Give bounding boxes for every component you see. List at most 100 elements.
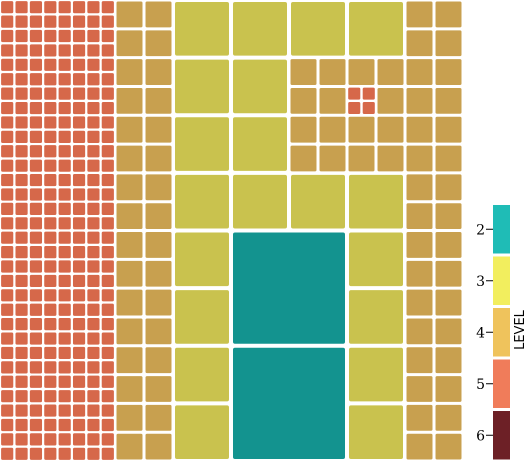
heatmap-cell-level-4: [406, 1, 433, 28]
heatmap-cell-level-4: [319, 59, 346, 85]
heatmap-cell-level-3: [291, 174, 345, 229]
heatmap-cell-level-5: [58, 217, 71, 230]
heatmap-cell-level-5: [87, 173, 100, 187]
heatmap-cell-level-4: [319, 145, 346, 172]
heatmap-cell-level-5: [101, 346, 114, 360]
heatmap-cell-level-5: [87, 29, 100, 43]
heatmap-cell-level-5: [101, 390, 114, 403]
heatmap-cell-level-5: [44, 188, 57, 201]
heatmap-cell-level-5: [87, 260, 100, 273]
heatmap-cell-level-5: [1, 433, 14, 446]
heatmap-cell-level-5: [29, 202, 43, 215]
heatmap-cell-level-5: [101, 159, 114, 172]
heatmap-cell-level-4: [406, 433, 433, 460]
heatmap-cell-level-5: [44, 58, 57, 71]
heatmap-cell-level-5: [44, 418, 57, 432]
heatmap-cell-level-3: [175, 117, 229, 171]
heatmap-cell-level-5: [44, 231, 57, 244]
heatmap-cell-level-5: [72, 231, 86, 244]
heatmap-cell-level-4: [145, 376, 172, 402]
heatmap-cell-level-5: [58, 73, 71, 86]
heatmap-cell-level-5: [58, 159, 71, 172]
heatmap-cell-level-5: [15, 159, 28, 172]
heatmap-cell-level-5: [72, 318, 86, 331]
heatmap-cell-level-5: [101, 418, 114, 432]
heatmap-cell-level-5: [29, 404, 43, 417]
heatmap-cell-level-5: [72, 87, 86, 100]
heatmap-cell-level-5: [58, 303, 71, 316]
heatmap-cell-level-4: [116, 145, 143, 172]
heatmap-cell-level-5: [1, 274, 14, 288]
heatmap-cell-level-4: [406, 232, 433, 258]
heatmap-cell-level-5: [87, 404, 100, 417]
heatmap-cell-level-2: [233, 232, 345, 344]
heatmap-cell-level-5: [87, 1, 100, 14]
heatmap-cell-level-5: [44, 346, 57, 360]
heatmap-cell-level-5: [101, 73, 114, 86]
heatmap-cell-level-3: [175, 290, 229, 344]
heatmap-cell-level-3: [175, 405, 229, 459]
heatmap-cell-level-5: [44, 375, 57, 388]
heatmap-cell-level-5: [87, 303, 100, 316]
heatmap-cell-level-5: [29, 217, 43, 230]
heatmap-cell-level-5: [87, 159, 100, 172]
heatmap-cell-level-4: [435, 145, 462, 172]
heatmap-cell-level-5: [15, 274, 28, 288]
heatmap-cell-level-4: [145, 260, 172, 287]
heatmap-cell-level-5: [1, 346, 14, 360]
heatmap-cell-level-4: [435, 260, 462, 287]
heatmap-cell-level-5: [44, 274, 57, 288]
heatmap-cell-level-5: [72, 447, 86, 460]
heatmap-cell-level-4: [116, 232, 143, 258]
heatmap-cell-level-4: [435, 1, 462, 28]
heatmap-cell-level-5: [101, 246, 114, 259]
heatmap-cell-level-5: [15, 404, 28, 417]
heatmap-cell-level-5: [29, 260, 43, 273]
heatmap-cell-level-5: [1, 188, 14, 201]
heatmap-cell-level-5: [44, 390, 57, 403]
heatmap-cell-level-5: [72, 289, 86, 302]
heatmap-cell-level-5: [58, 173, 71, 187]
heatmap-cell-level-5: [72, 101, 86, 115]
heatmap-cell-level-5: [15, 246, 28, 259]
heatmap-cell-level-5: [101, 145, 114, 158]
heatmap-cell-level-5: [58, 58, 71, 71]
heatmap-cell-level-4: [145, 232, 172, 258]
heatmap-cell-level-5: [101, 44, 114, 57]
heatmap-cell-level-4: [145, 1, 172, 28]
heatmap-cell-level-5: [1, 447, 14, 460]
heatmap-cell-level-5: [58, 29, 71, 43]
heatmap-cell-level-5: [15, 361, 28, 374]
heatmap-cell-level-5: [29, 73, 43, 86]
heatmap-cell-level-5: [72, 159, 86, 172]
heatmap-cell-level-5: [29, 188, 43, 201]
heatmap-cell-level-5: [72, 130, 86, 143]
heatmap-cell-level-5: [58, 418, 71, 432]
heatmap-cell-level-5: [44, 145, 57, 158]
heatmap-cell-level-5: [15, 73, 28, 86]
heatmap-cell-level-5: [87, 375, 100, 388]
heatmap-cell-level-4: [435, 433, 462, 460]
heatmap-cell-level-5: [58, 260, 71, 273]
heatmap-cell-level-5: [72, 361, 86, 374]
heatmap-cell-level-5: [348, 87, 361, 100]
heatmap-cell-level-5: [44, 101, 57, 115]
heatmap-cell-level-5: [15, 130, 28, 143]
heatmap-cell-level-5: [44, 159, 57, 172]
heatmap-cell-level-5: [58, 375, 71, 388]
heatmap-cell-level-5: [101, 332, 114, 345]
heatmap-cell-level-4: [377, 59, 404, 85]
heatmap-cell-level-5: [101, 231, 114, 244]
heatmap-cell-level-5: [29, 332, 43, 345]
heatmap-cell-level-5: [87, 246, 100, 259]
heatmap-cell-level-5: [15, 375, 28, 388]
heatmap-cell-level-5: [1, 58, 14, 71]
heatmap-cell-level-4: [435, 347, 462, 374]
heatmap-cell-level-5: [44, 173, 57, 187]
heatmap-cell-level-5: [29, 44, 43, 57]
heatmap-cell-level-5: [15, 346, 28, 360]
heatmap-cell-level-5: [1, 231, 14, 244]
heatmap-cell-level-5: [44, 130, 57, 143]
heatmap-cell-level-4: [406, 59, 433, 85]
